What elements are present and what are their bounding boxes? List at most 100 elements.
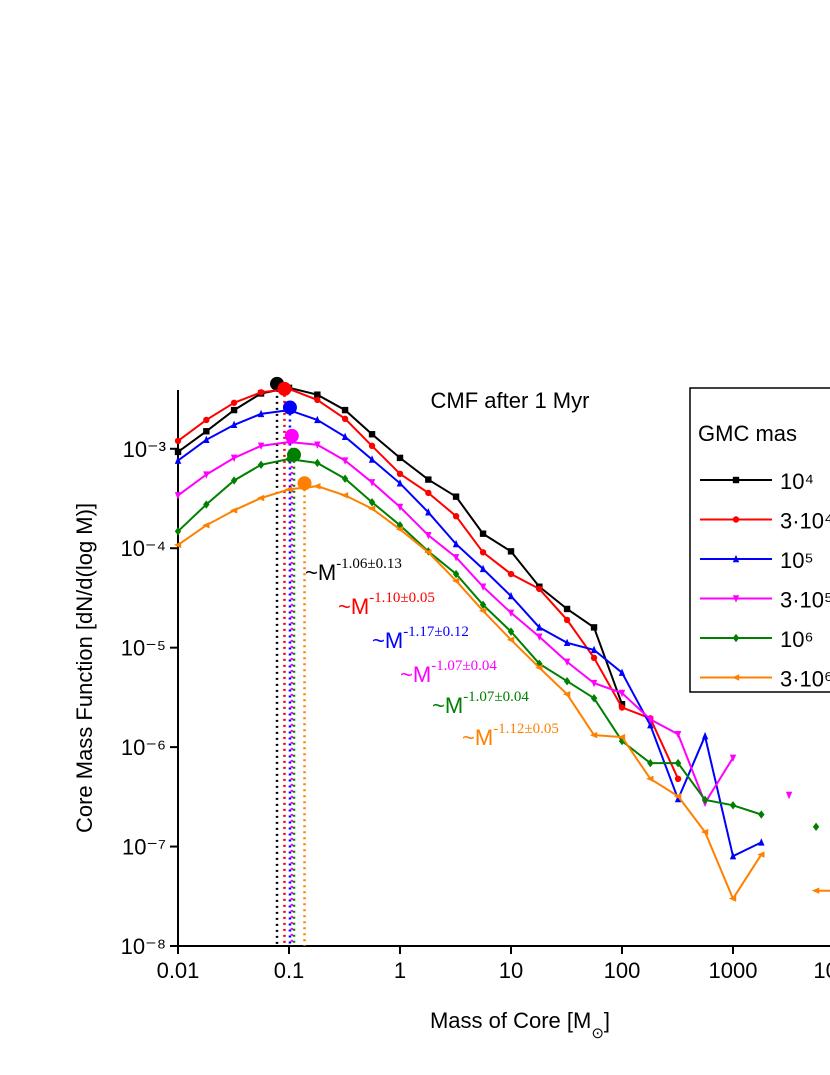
marker bbox=[257, 389, 265, 396]
marker bbox=[425, 476, 432, 483]
marker bbox=[396, 503, 404, 512]
legend-label: 3·10⁴ bbox=[780, 509, 830, 534]
slope-base: ~M bbox=[432, 693, 463, 718]
slope-exponent: -1.10±0.05 bbox=[369, 590, 435, 606]
peak-dot bbox=[297, 476, 312, 491]
marker bbox=[812, 822, 820, 832]
legend-box bbox=[689, 387, 830, 693]
slope-annotation: ~M-1.17±0.12 bbox=[372, 624, 469, 653]
marker bbox=[732, 554, 740, 563]
x-axis-label-sub: ⊙ bbox=[591, 1025, 604, 1042]
slope-exponent: -1.06±0.13 bbox=[336, 556, 402, 572]
marker bbox=[203, 435, 210, 444]
peak-dot bbox=[282, 400, 297, 415]
marker bbox=[536, 623, 543, 631]
marker bbox=[202, 522, 210, 529]
slope-annotation: ~M-1.07±0.04 bbox=[400, 658, 497, 687]
marker bbox=[479, 564, 487, 573]
marker bbox=[563, 605, 571, 613]
marker bbox=[425, 508, 432, 516]
marker bbox=[674, 794, 682, 803]
marker bbox=[590, 694, 598, 703]
marker bbox=[174, 448, 182, 456]
marker bbox=[396, 479, 404, 487]
marker bbox=[507, 570, 515, 578]
marker bbox=[256, 494, 265, 502]
legend-label: 10⁴ bbox=[780, 469, 814, 494]
x-tick-label: 0.1 bbox=[274, 958, 305, 983]
marker bbox=[732, 516, 740, 523]
marker bbox=[728, 895, 737, 902]
series-line bbox=[177, 485, 830, 901]
x-tick-label: 0.01 bbox=[157, 958, 200, 983]
marker bbox=[314, 391, 321, 398]
marker bbox=[701, 731, 709, 740]
slope-annotation: ~M-1.12±0.05 bbox=[462, 721, 559, 750]
x-tick-label: 1000 bbox=[709, 958, 758, 983]
marker bbox=[507, 591, 515, 600]
y-tick-label: 10⁻⁸ bbox=[121, 934, 166, 959]
marker bbox=[452, 569, 460, 579]
marker bbox=[314, 415, 321, 424]
marker bbox=[562, 691, 571, 698]
marker bbox=[731, 674, 740, 681]
marker bbox=[314, 396, 321, 404]
marker bbox=[340, 492, 349, 499]
marker bbox=[257, 442, 265, 451]
marker bbox=[230, 476, 238, 485]
marker bbox=[732, 633, 740, 643]
marker bbox=[174, 527, 182, 536]
marker bbox=[341, 406, 349, 414]
slope-annotation: ~M-1.10±0.05 bbox=[338, 590, 435, 619]
marker bbox=[203, 416, 210, 424]
marker bbox=[758, 810, 765, 819]
slope-exponent: -1.12±0.05 bbox=[493, 721, 559, 737]
marker bbox=[732, 476, 740, 484]
marker bbox=[229, 507, 238, 514]
marker bbox=[646, 775, 654, 783]
marker bbox=[451, 577, 460, 585]
marker bbox=[732, 595, 740, 603]
marker bbox=[757, 851, 765, 858]
slope-annotation: ~M-1.06±0.13 bbox=[305, 556, 402, 585]
marker bbox=[368, 498, 376, 507]
x-axis-label-text: Mass of Core [M bbox=[430, 1008, 591, 1033]
series-line bbox=[177, 409, 762, 858]
marker bbox=[173, 541, 182, 549]
marker bbox=[230, 420, 238, 429]
y-tick-label: 10⁻³ bbox=[123, 437, 166, 462]
marker bbox=[452, 539, 460, 548]
marker bbox=[395, 526, 404, 533]
slope-base: ~M bbox=[462, 725, 493, 750]
marker bbox=[230, 399, 238, 406]
marker bbox=[674, 730, 682, 739]
marker bbox=[314, 458, 321, 468]
marker bbox=[396, 470, 404, 478]
marker bbox=[479, 600, 487, 609]
legend-label: 10⁵ bbox=[780, 548, 814, 573]
marker bbox=[424, 549, 432, 556]
x-axis-label-end: ] bbox=[604, 1008, 610, 1033]
y-tick-label: 10⁻⁶ bbox=[121, 735, 166, 760]
marker bbox=[563, 616, 571, 624]
marker bbox=[314, 441, 321, 449]
marker bbox=[589, 731, 598, 739]
marker bbox=[673, 793, 682, 800]
marker bbox=[257, 409, 265, 418]
marker bbox=[368, 431, 376, 438]
marker bbox=[425, 489, 432, 497]
marker bbox=[257, 460, 265, 470]
marker bbox=[758, 838, 765, 846]
y-tick-label: 10⁻⁴ bbox=[120, 536, 166, 561]
legend-label: 3·10⁵ bbox=[780, 588, 830, 613]
marker bbox=[203, 428, 210, 435]
marker bbox=[536, 633, 543, 641]
peak-dot bbox=[277, 381, 292, 396]
marker bbox=[452, 512, 460, 520]
chart-title: CMF after 1 Myr bbox=[431, 388, 590, 413]
y-tick-label: 10⁻⁷ bbox=[122, 835, 166, 860]
marker bbox=[590, 654, 598, 662]
marker bbox=[563, 638, 571, 646]
